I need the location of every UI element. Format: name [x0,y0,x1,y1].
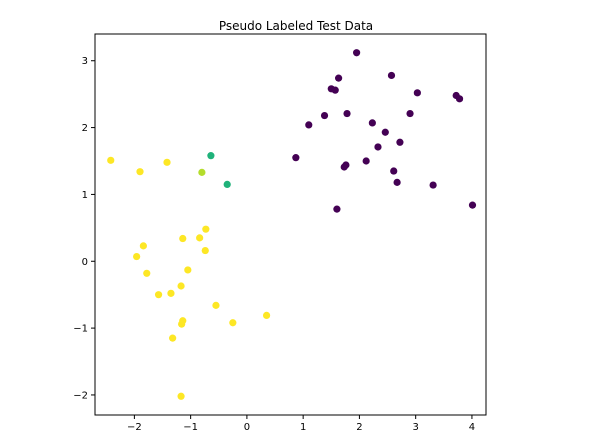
data-point-14 [396,138,404,146]
data-point-43 [262,311,271,320]
data-point-31 [202,225,210,233]
y-tick-label-1: −1 [73,324,88,335]
x-tick-label-0: −2 [127,422,142,433]
data-point-19 [340,163,348,171]
data-point-25 [207,152,215,160]
data-point-34 [139,242,147,250]
data-point-11 [368,119,376,127]
data-point-2 [335,74,343,82]
x-tick-label-4: 2 [356,422,362,433]
data-point-36 [133,252,141,261]
data-point-30 [136,168,144,176]
data-point-32 [196,234,204,242]
y-tick-label-3: 1 [82,190,88,201]
x-tick-label-1: −1 [183,422,198,433]
x-tick-label-5: 3 [412,422,418,433]
data-point-26 [223,180,231,188]
plot-frame [94,33,487,416]
data-point-45 [229,319,237,327]
data-point-12 [305,121,313,129]
data-point-10 [406,109,414,118]
data-point-29 [163,158,171,166]
data-point-5 [413,89,421,97]
data-point-48 [177,392,185,400]
data-point-23 [468,201,477,209]
data-point-40 [167,289,175,297]
data-point-16 [292,154,300,162]
y-tick-label-2: 0 [82,257,88,268]
data-point-33 [179,234,187,243]
data-point-0 [353,49,361,57]
y-tick-label-5: 3 [82,56,88,67]
x-tick-label-2: 0 [244,422,250,433]
data-point-27 [198,168,206,176]
data-point-28 [107,156,115,164]
data-point-39 [177,282,185,290]
data-point-35 [201,246,209,255]
data-point-37 [184,266,192,274]
chart-title: Pseudo Labeled Test Data [219,19,373,33]
data-point-7 [455,95,464,103]
data-point-42 [212,301,220,309]
data-point-8 [343,109,351,118]
data-point-21 [393,178,401,186]
data-point-9 [320,111,329,120]
data-point-46 [178,320,186,328]
y-axis: −2 −1 0 1 2 3 [73,56,95,401]
data-point-1 [387,71,396,80]
data-point-24 [333,205,341,213]
data-point-4 [331,86,339,94]
y-tick-label-0: −2 [73,390,88,401]
points-layer [107,49,477,400]
x-tick-label-3: 1 [300,422,306,433]
data-point-17 [362,157,370,165]
data-point-22 [429,181,437,189]
data-point-47 [169,334,177,342]
data-point-41 [154,291,163,299]
data-point-13 [381,128,389,136]
data-point-15 [374,143,382,151]
y-tick-label-4: 2 [82,123,88,134]
x-axis: −2 −1 0 1 2 3 4 [127,415,475,433]
data-point-20 [390,167,398,175]
data-point-38 [143,269,151,277]
x-tick-label-6: 4 [469,422,475,433]
